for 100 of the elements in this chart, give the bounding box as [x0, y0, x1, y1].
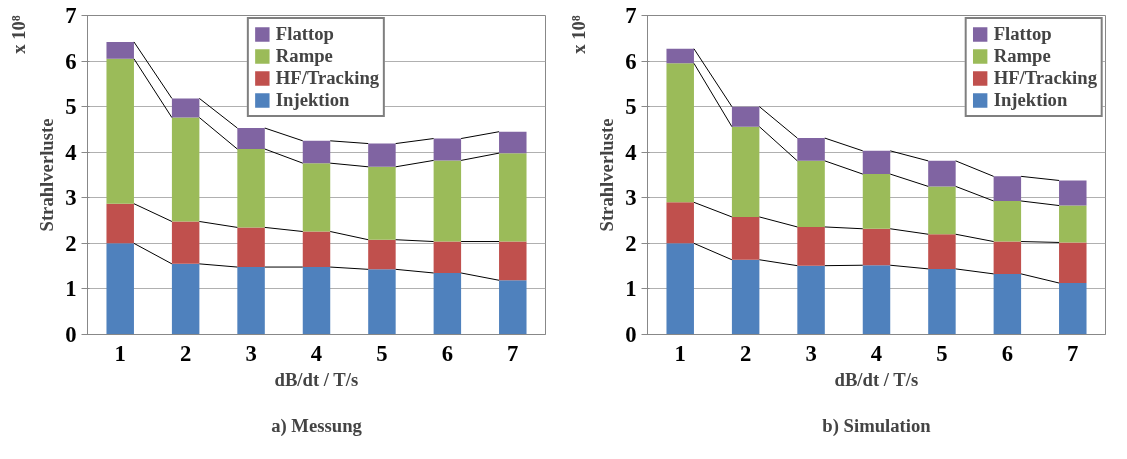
y-tick-label: 0 — [65, 322, 77, 347]
x-axis-title: dB/dt / T/s — [274, 368, 359, 390]
bar — [928, 160, 956, 187]
bar — [731, 126, 760, 217]
bar — [1059, 180, 1087, 206]
bar — [731, 106, 760, 127]
y-tick-label: 1 — [65, 276, 77, 302]
bar — [862, 150, 891, 175]
y-tick-label: 7 — [625, 3, 637, 28]
bar — [368, 166, 396, 240]
y-tick-label: 2 — [65, 230, 77, 256]
bar — [368, 239, 396, 270]
x-tick-label: 3 — [805, 340, 817, 366]
y-tick-label: 3 — [625, 185, 637, 211]
bar — [862, 228, 891, 266]
x-axis-title: dB/dt / T/s — [834, 368, 919, 390]
y-tick-label: 4 — [625, 139, 637, 165]
bar — [666, 48, 694, 64]
bar — [993, 273, 1022, 335]
bar — [499, 153, 527, 242]
y-tick-label: 2 — [625, 230, 637, 256]
bar — [368, 143, 396, 167]
x-tick-label: 3 — [245, 340, 257, 366]
legend-label: Injektion — [275, 89, 350, 111]
bar — [862, 174, 891, 229]
bar — [993, 241, 1022, 274]
bar — [797, 160, 825, 227]
bar — [302, 140, 331, 164]
bar — [237, 267, 265, 335]
bar — [171, 221, 200, 264]
bar — [237, 149, 265, 228]
bar — [731, 216, 760, 260]
y-tick-label: 6 — [625, 48, 637, 74]
y-axis-title: Strahlverluste — [596, 118, 618, 232]
legend-label: Flattop — [993, 23, 1052, 45]
bar — [433, 272, 462, 335]
bar — [797, 226, 825, 266]
bar — [666, 243, 694, 335]
legend-label: Flattop — [275, 23, 334, 45]
bar — [993, 200, 1022, 242]
y-tick-label: 6 — [65, 48, 77, 74]
bar — [499, 280, 527, 335]
x-tick-label: 4 — [310, 340, 323, 366]
bar — [237, 227, 265, 268]
bar — [797, 138, 825, 161]
text: x 10⁸ — [7, 15, 29, 54]
bar — [106, 41, 134, 59]
bar — [928, 186, 956, 235]
legend-label: Rampe — [993, 45, 1051, 67]
y-tick-label: 5 — [65, 94, 77, 120]
legend-label: Injektion — [993, 89, 1068, 111]
bar — [106, 203, 134, 244]
bar — [499, 241, 527, 281]
bar — [237, 128, 265, 150]
x-tick-label: 2 — [179, 340, 192, 366]
bar — [106, 58, 134, 204]
bar — [731, 259, 760, 335]
bar — [302, 163, 331, 232]
y-tick-label: 0 — [625, 322, 637, 347]
y-tick-label: 4 — [65, 139, 77, 165]
bar — [106, 243, 134, 335]
x-tick-label: 6 — [441, 340, 454, 366]
x-tick-label: 5 — [936, 340, 948, 366]
text: x 10⁸ — [567, 15, 589, 54]
y-tick-label: 1 — [625, 276, 637, 302]
bar — [862, 265, 891, 335]
y-tick-label: 7 — [65, 3, 77, 28]
bar — [433, 241, 462, 273]
x-tick-label: 6 — [1001, 340, 1014, 366]
y-tick-label: 5 — [625, 94, 637, 120]
bar — [928, 268, 956, 335]
x-tick-label: 1 — [674, 340, 686, 366]
bar — [499, 131, 527, 154]
bar — [171, 263, 200, 335]
y-axis-title: Strahlverluste — [36, 118, 58, 232]
bar — [302, 267, 331, 335]
legend-label: Rampe — [275, 45, 333, 67]
bar — [928, 234, 956, 269]
bar — [368, 269, 396, 335]
bar — [1059, 205, 1087, 243]
text: a) Messung — [271, 414, 363, 437]
x-tick-label: 7 — [507, 340, 519, 366]
bar — [666, 202, 694, 244]
bar — [302, 231, 331, 268]
bar — [993, 176, 1022, 201]
bar — [433, 138, 462, 161]
bar — [171, 117, 200, 222]
y-tick-label: 3 — [65, 185, 77, 211]
x-tick-label: 4 — [870, 340, 883, 366]
bar — [797, 265, 825, 335]
x-tick-label: 7 — [1067, 340, 1079, 366]
x-tick-label: 5 — [376, 340, 388, 366]
bar — [666, 63, 694, 203]
legend-label: HF/Tracking — [275, 67, 380, 89]
legend-label: HF/Tracking — [993, 67, 1097, 89]
bar — [1059, 242, 1087, 283]
bar — [433, 160, 462, 242]
bar — [1059, 283, 1087, 335]
x-tick-label: 2 — [739, 340, 752, 366]
x-tick-label: 1 — [114, 340, 126, 366]
